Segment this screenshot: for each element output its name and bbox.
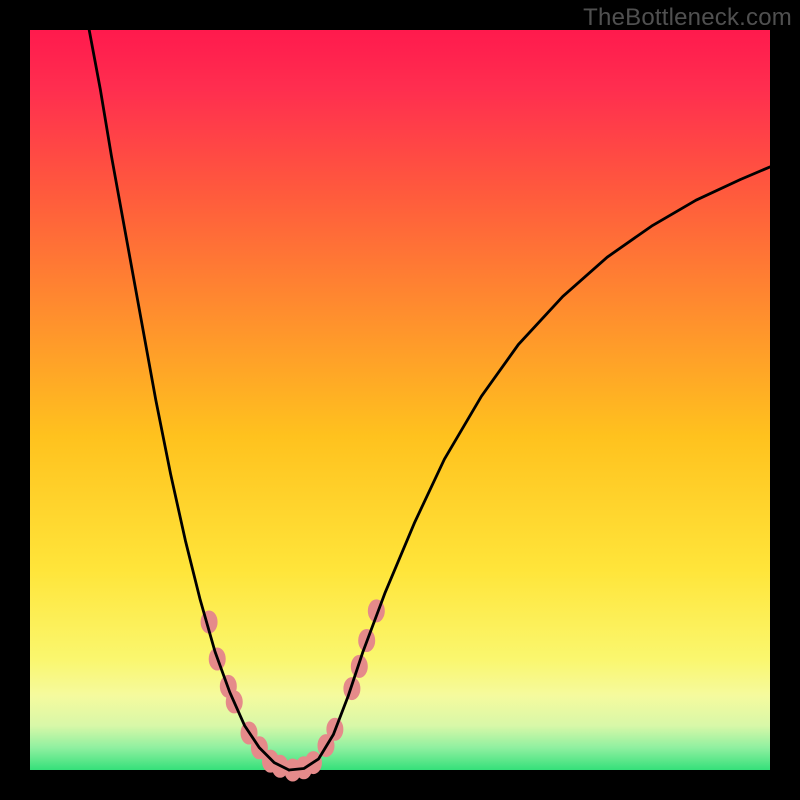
- chart-stage: TheBottleneck.com: [0, 0, 800, 800]
- bottleneck-plot: [0, 0, 800, 800]
- gradient-background: [30, 30, 770, 770]
- watermark-text: TheBottleneck.com: [583, 4, 792, 32]
